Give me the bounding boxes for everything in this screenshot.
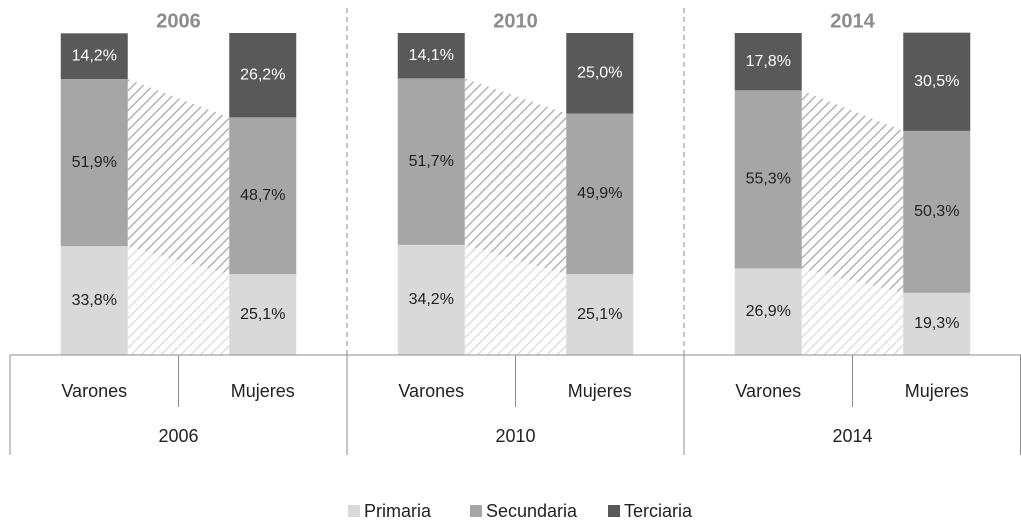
category-label: Varones bbox=[735, 381, 801, 401]
bar-segment bbox=[566, 113, 634, 275]
value-label: 25,0% bbox=[577, 64, 622, 81]
value-label: 33,8% bbox=[72, 292, 117, 309]
legend-label: Primaria bbox=[364, 501, 432, 521]
category-label: Varones bbox=[398, 381, 464, 401]
bar-segment bbox=[60, 246, 128, 355]
value-label: 51,9% bbox=[72, 154, 117, 171]
category-label: Mujeres bbox=[568, 381, 632, 401]
value-label: 26,9% bbox=[746, 303, 791, 320]
bar-segment bbox=[229, 117, 297, 275]
connector bbox=[464, 78, 567, 275]
legend-swatch bbox=[348, 505, 360, 517]
connector bbox=[127, 79, 230, 275]
category-label: Mujeres bbox=[905, 381, 969, 401]
value-label: 26,2% bbox=[240, 66, 285, 83]
connector bbox=[801, 268, 904, 355]
category-label: Varones bbox=[61, 381, 127, 401]
value-label: 49,9% bbox=[577, 185, 622, 202]
connector bbox=[801, 90, 904, 293]
value-label: 25,1% bbox=[577, 306, 622, 323]
bar-segment bbox=[566, 274, 634, 355]
category-label: Mujeres bbox=[231, 381, 295, 401]
value-label: 25,1% bbox=[240, 306, 285, 323]
bar-segment bbox=[397, 78, 465, 245]
group-label: 2006 bbox=[158, 426, 198, 446]
legend-swatch bbox=[470, 505, 482, 517]
bar-segment bbox=[903, 130, 971, 293]
bar-segment bbox=[229, 33, 297, 118]
group-title: 2006 bbox=[156, 10, 201, 32]
bar-segment bbox=[60, 33, 128, 80]
group-title: 2010 bbox=[493, 10, 538, 32]
value-label: 17,8% bbox=[746, 53, 791, 70]
bar-segment bbox=[734, 268, 802, 355]
bar-segment bbox=[229, 274, 297, 355]
value-label: 51,7% bbox=[409, 153, 454, 170]
legend-label: Secundaria bbox=[486, 501, 578, 521]
bar-segment bbox=[734, 33, 802, 91]
value-label: 14,2% bbox=[72, 47, 117, 64]
connector bbox=[464, 244, 567, 355]
value-label: 34,2% bbox=[409, 291, 454, 308]
bar-segment bbox=[60, 79, 128, 247]
group-title: 2014 bbox=[830, 10, 875, 32]
bar-segment bbox=[397, 244, 465, 355]
bar-segment bbox=[397, 33, 465, 79]
connector bbox=[127, 246, 230, 355]
bar-segment bbox=[566, 33, 634, 114]
value-label: 50,3% bbox=[914, 203, 959, 220]
group-label: 2014 bbox=[832, 426, 872, 446]
value-label: 19,3% bbox=[914, 315, 959, 332]
legend-label: Terciaria bbox=[624, 501, 693, 521]
group-label: 2010 bbox=[495, 426, 535, 446]
value-label: 48,7% bbox=[240, 187, 285, 204]
value-label: 14,1% bbox=[409, 47, 454, 64]
bar-segment bbox=[734, 90, 802, 269]
value-label: 55,3% bbox=[746, 171, 791, 188]
legend-swatch bbox=[608, 505, 620, 517]
value-label: 30,5% bbox=[914, 73, 959, 90]
bar-segment bbox=[903, 292, 971, 355]
bar-segment bbox=[903, 32, 971, 131]
